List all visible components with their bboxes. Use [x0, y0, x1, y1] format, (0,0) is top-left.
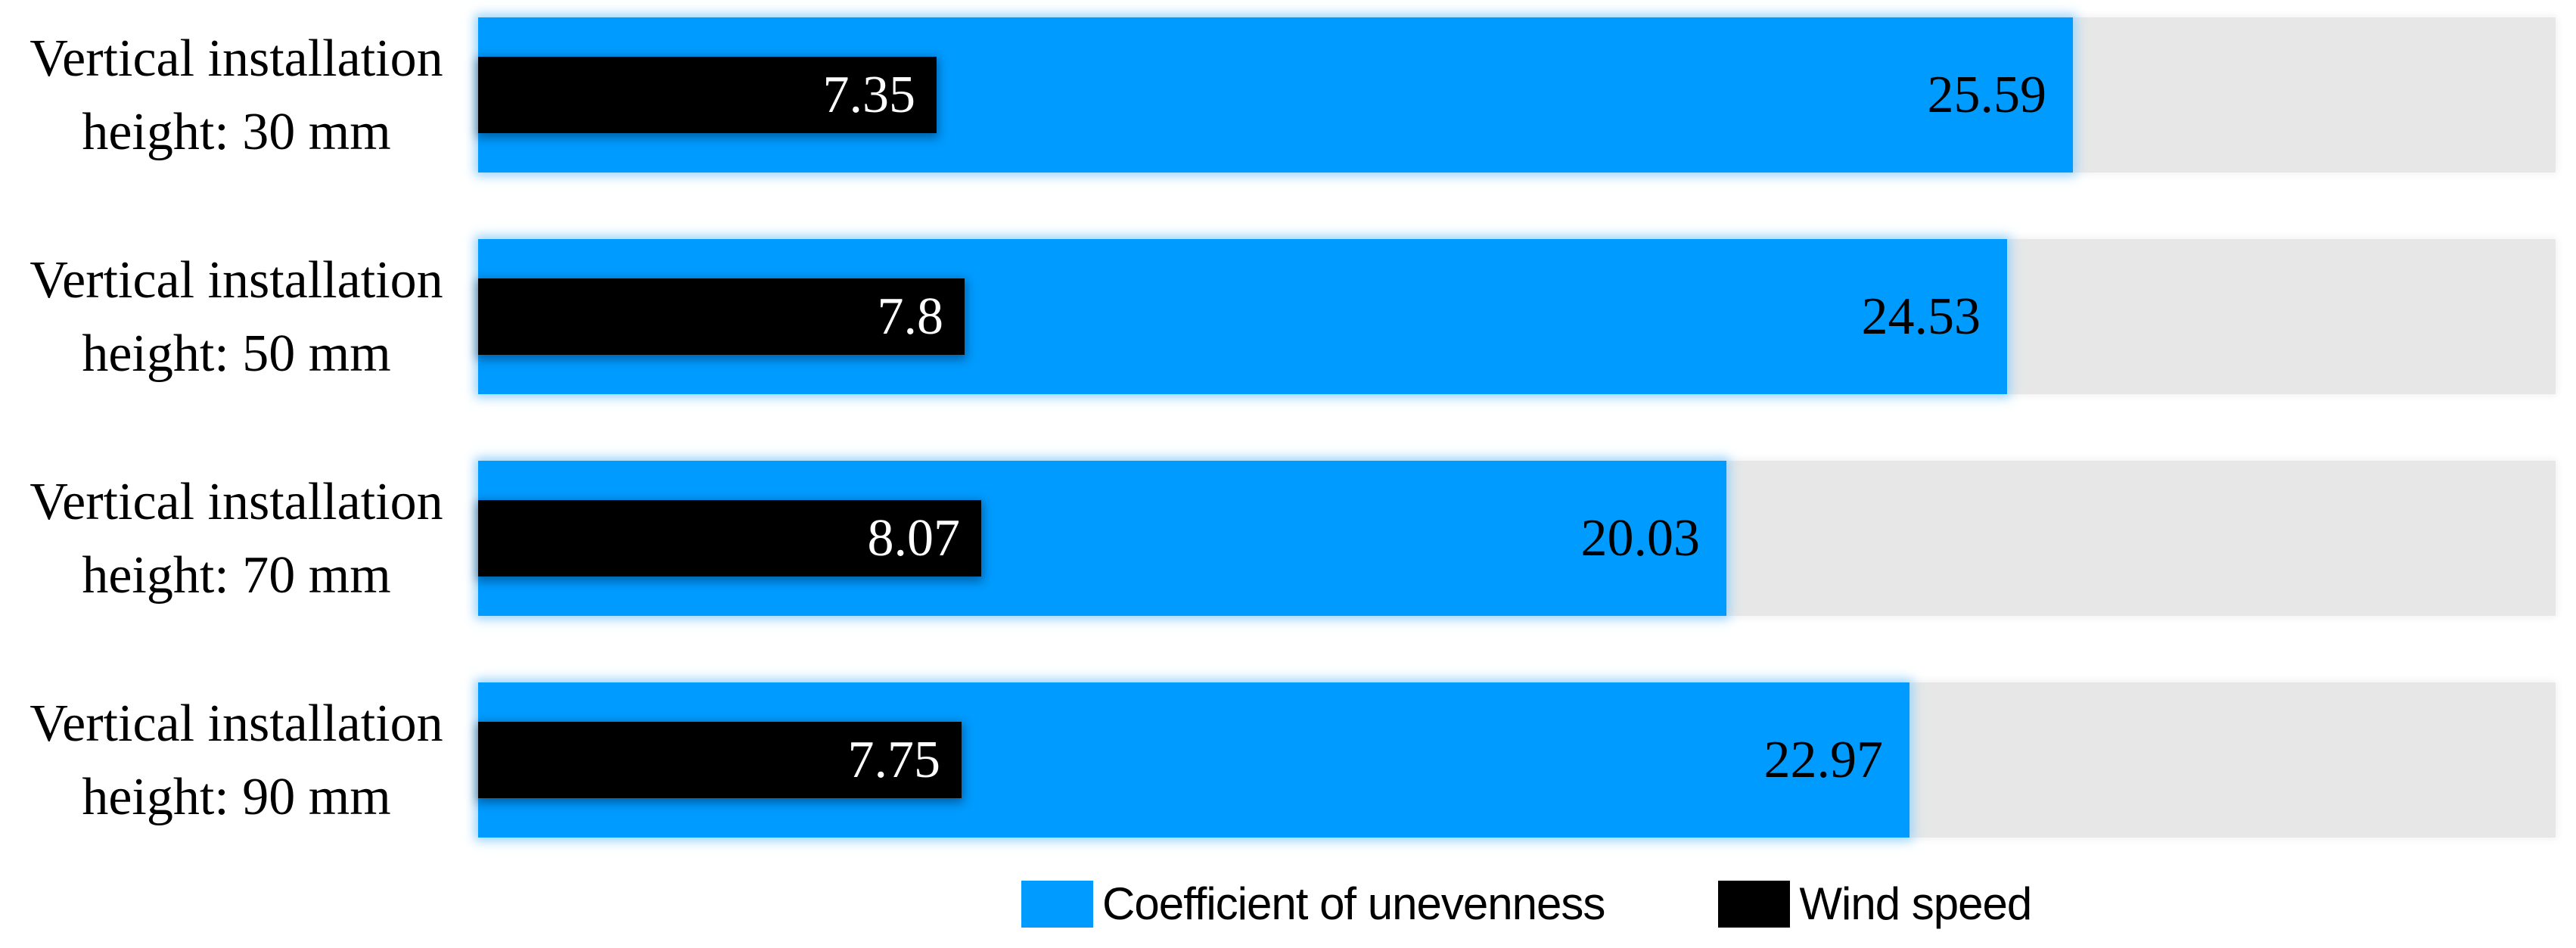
wind-speed-value-label: 7.8	[877, 287, 944, 346]
chart-row: Vertical installation height: 30 mm 25.5…	[0, 17, 2576, 173]
wind-speed-bar: 7.35	[478, 57, 937, 133]
wind-speed-bar: 7.8	[478, 278, 965, 355]
category-label-line1: Vertical installation	[30, 250, 443, 309]
wind-speed-bar: 8.07	[478, 500, 981, 577]
bar-track: 22.97 7.75	[478, 682, 2556, 838]
category-label: Vertical installation height: 30 mm	[8, 22, 465, 169]
category-label-line2: height: 50 mm	[82, 324, 391, 383]
wind-speed-value-label: 8.07	[867, 508, 961, 567]
coefficient-value-label: 22.97	[1763, 730, 1884, 789]
category-label-line2: height: 90 mm	[82, 767, 391, 826]
wind-speed-value-label: 7.75	[847, 730, 941, 789]
category-label-line2: height: 70 mm	[82, 545, 391, 605]
category-label: Vertical installation height: 70 mm	[8, 465, 465, 612]
category-label-line2: height: 30 mm	[82, 102, 391, 161]
bar-track: 25.59 7.35	[478, 17, 2556, 173]
legend-item-wind-speed: Wind speed	[1718, 878, 2032, 930]
legend-label-wind-speed: Wind speed	[1799, 878, 2032, 929]
coefficient-value-label: 20.03	[1580, 508, 1701, 567]
chart-row: Vertical installation height: 90 mm 22.9…	[0, 682, 2576, 838]
chart-row: Vertical installation height: 70 mm 20.0…	[0, 461, 2576, 616]
category-label: Vertical installation height: 50 mm	[8, 244, 465, 390]
wind-speed-swatch	[1718, 880, 1791, 928]
category-label: Vertical installation height: 90 mm	[8, 687, 465, 834]
wind-speed-value-label: 7.35	[822, 65, 916, 124]
coefficient-swatch	[1021, 880, 1093, 928]
legend-item-coefficient: Coefficient of unevenness	[1021, 878, 1605, 930]
bar-track: 20.03 8.07	[478, 461, 2556, 616]
legend: Coefficient of unevenness Wind speed	[1021, 878, 2032, 930]
legend-label-coefficient: Coefficient of unevenness	[1102, 878, 1605, 929]
coefficient-value-label: 25.59	[1927, 65, 2047, 124]
category-label-line1: Vertical installation	[30, 472, 443, 531]
category-label-line1: Vertical installation	[30, 29, 443, 88]
wind-speed-bar: 7.75	[478, 722, 962, 798]
category-label-line1: Vertical installation	[30, 694, 443, 753]
bar-track: 24.53 7.8	[478, 239, 2556, 394]
chart-row: Vertical installation height: 50 mm 24.5…	[0, 239, 2576, 394]
coefficient-value-label: 24.53	[1861, 287, 1981, 346]
coefficient-bar: 25.59	[478, 17, 2073, 173]
